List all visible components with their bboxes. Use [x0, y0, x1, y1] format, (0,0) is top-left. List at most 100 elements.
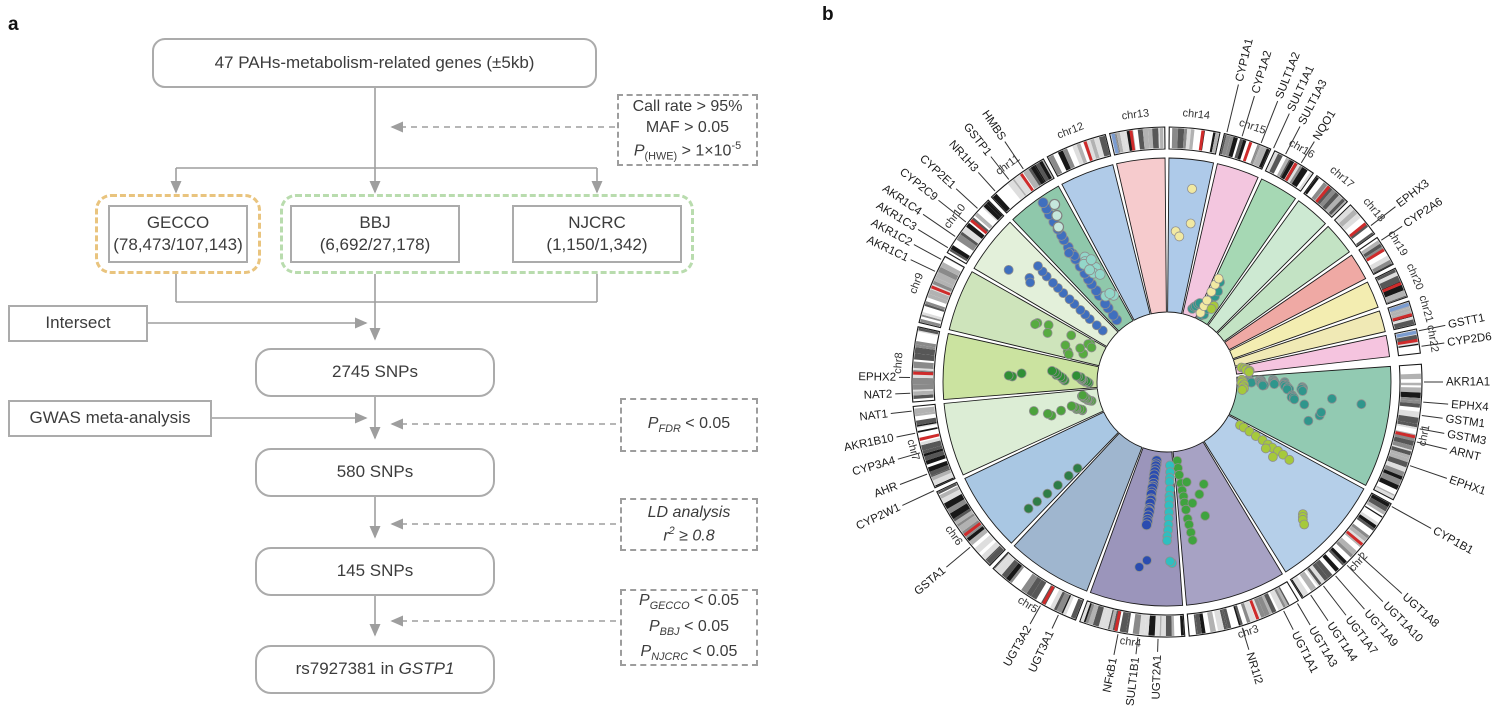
leader-CYP1A1: [1226, 84, 1239, 133]
ideogram-band: [915, 417, 937, 426]
centromere-band-chr15: [1242, 141, 1253, 162]
ideogram-band: [1342, 213, 1361, 231]
snp-dot: [1206, 304, 1217, 314]
ideogram-band: [1009, 565, 1024, 584]
ideogram-band: [920, 437, 941, 446]
ideogram-band: [1237, 139, 1247, 160]
ideogram-band: [1269, 153, 1283, 174]
ideogram-band: [1309, 565, 1325, 584]
ideogram-band: [1057, 150, 1071, 171]
ideogram-band: [1400, 391, 1421, 399]
ideogram-band: [922, 445, 943, 455]
leader-GSTT1: [1418, 324, 1446, 332]
chr-label-chr16: chr16: [1287, 137, 1317, 161]
snp-cluster-chr4: [1165, 556, 1178, 569]
ideogram-band: [1252, 145, 1262, 165]
ideogram-band: [1062, 148, 1075, 169]
leader-EPHX3: [1370, 206, 1396, 226]
snp-cluster-chr4: [1141, 455, 1163, 531]
snp-cluster-chr11: [1063, 246, 1080, 261]
ideogram-band: [1148, 615, 1156, 636]
snp-dot: [1187, 183, 1197, 194]
ideogram-band: [953, 508, 972, 522]
ideogram-band: [997, 556, 1015, 575]
ideogram-band: [1250, 144, 1259, 164]
ideogram-band: [981, 541, 1000, 560]
gene-label-EPHX1: EPHX1: [1448, 474, 1488, 498]
ideogram-band: [1385, 290, 1406, 303]
centromere-band-chr12: [1083, 141, 1093, 161]
snps-145-box: 145 SNPs: [255, 547, 495, 596]
ideogram-band: [1366, 501, 1386, 515]
snp-cluster-chr3: [1172, 455, 1198, 546]
snp-dot: [1025, 277, 1036, 288]
snp-cluster-chr8: [1003, 368, 1027, 382]
ideogram-band: [1392, 444, 1412, 452]
ideogram-band: [974, 214, 991, 229]
ideogram-band: [1258, 148, 1270, 168]
ideogram-band: [1365, 246, 1384, 260]
ideogram-band: [1253, 597, 1266, 618]
ideogram-band: [1396, 423, 1417, 430]
ideogram-band: [1356, 232, 1374, 246]
panel-a-flowchart: a: [8, 14, 758, 694]
snp-cluster-chr11: [1048, 198, 1065, 233]
ideogram-band: [925, 454, 946, 465]
snp-cluster-chr1: [1268, 374, 1280, 390]
blue-band-chr13: [1111, 133, 1119, 154]
sector-chr18: [1216, 225, 1350, 342]
snp-dot: [1064, 294, 1075, 305]
ideogram-band: [1261, 594, 1273, 615]
centromere-band-chr13: [1129, 130, 1136, 151]
snp-dot: [1187, 535, 1198, 546]
ideogram-band: [1291, 579, 1304, 598]
panel-b-label: b: [822, 4, 834, 25]
leader-NAT2: [895, 392, 911, 395]
ideogram-band: [1098, 607, 1108, 628]
result-box: rs7927381 in GSTP1: [255, 645, 495, 694]
ideogram-band: [1299, 571, 1316, 592]
ideogram-band: [1374, 487, 1394, 499]
chr-label-chr8: chr8: [892, 352, 905, 374]
ideogram-band: [1116, 132, 1124, 153]
centromere-band-chr4: [1114, 610, 1122, 632]
gwas-label: GWAS meta-analysis: [29, 408, 191, 428]
ideogram-band: [956, 513, 975, 527]
chr-label-chr22: chr22: [1424, 324, 1440, 353]
snp-dot: [1071, 370, 1082, 381]
snp-cluster-chr4: [1134, 555, 1152, 572]
ideogram-band: [1107, 609, 1114, 630]
ideogram-band: [1023, 169, 1040, 190]
gecco-dashed-outline: [95, 194, 261, 274]
gecco-counts: (78,473/107,143): [113, 235, 243, 254]
ideogram-band: [1234, 138, 1244, 159]
ideogram-band: [1305, 176, 1319, 195]
leader-CYP2C9: [938, 199, 967, 223]
ideogram-band: [1314, 184, 1329, 202]
ideogram-band: [950, 245, 970, 260]
snp-dot: [1037, 197, 1049, 209]
leader-UGT1A8: [1357, 553, 1403, 594]
ideogram-band: [958, 515, 979, 532]
snp-dot: [1284, 454, 1295, 465]
ideogram-band: [1109, 609, 1117, 631]
snp-cluster-chr3: [1181, 477, 1211, 521]
ideogram-band: [1319, 189, 1336, 208]
ideogram-band: [1165, 615, 1172, 637]
snp-cluster-chr10: [1033, 261, 1108, 336]
ideogram-band: [1292, 576, 1309, 597]
ideogram-band: [1123, 131, 1130, 152]
chr-label-chr20: chr20: [1404, 262, 1426, 292]
ideogram-band: [1257, 596, 1270, 617]
ideogram-band: [1214, 610, 1225, 631]
snp-dot: [1042, 328, 1053, 338]
snp-dot: [1257, 380, 1268, 391]
ideogram-band: [1158, 128, 1161, 149]
centromere-band-chr11: [1019, 173, 1034, 192]
ideogram-band: [1119, 131, 1128, 153]
sector-chr6: [964, 411, 1120, 544]
ideogram-band: [923, 448, 944, 457]
snp-dot: [1134, 562, 1145, 572]
ideogram-band: [1383, 284, 1404, 298]
ideogram-band: [913, 367, 934, 371]
